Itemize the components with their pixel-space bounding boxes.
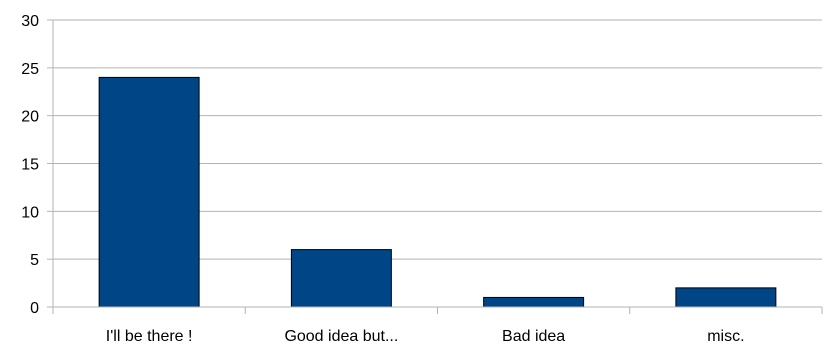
y-tick-label: 25	[21, 61, 39, 78]
y-tick-label: 15	[21, 157, 39, 174]
bar-0	[99, 77, 199, 307]
y-tick-label: 30	[21, 13, 39, 30]
y-tick-label: 0	[30, 300, 39, 317]
y-tick-label: 20	[21, 109, 39, 126]
y-tick-label: 5	[30, 252, 39, 269]
bar-3	[676, 288, 776, 307]
x-category-label: I'll be there !	[106, 328, 193, 345]
x-category-label: Good idea but...	[284, 328, 398, 345]
bar-2	[484, 297, 584, 307]
y-tick-label: 10	[21, 204, 39, 221]
bars-layer	[99, 77, 776, 307]
x-category-label: misc.	[707, 328, 744, 345]
bar-1	[291, 250, 391, 307]
x-category-label: Bad idea	[502, 328, 565, 345]
